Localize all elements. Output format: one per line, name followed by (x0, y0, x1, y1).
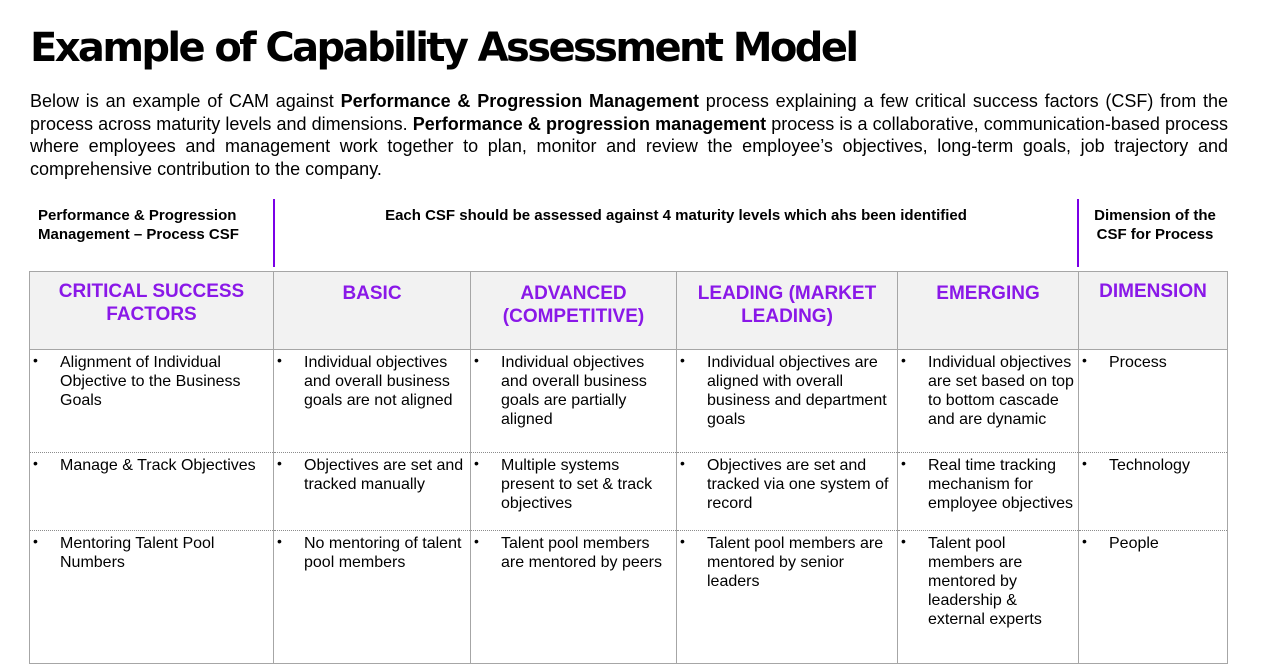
cell-leading: Objectives are set and tracked via one s… (676, 452, 898, 531)
intro-paragraph: Below is an example of CAM against Perfo… (30, 90, 1228, 180)
cell-dimension: People (1078, 530, 1228, 664)
intro-bold-1: Performance & Progression Management (340, 91, 700, 111)
header-dimension: Dimension of the CSF for Process (1094, 207, 1216, 243)
col-header-emerging: EMERGING (897, 271, 1079, 350)
col-header-leading: LEADING (MARKET LEADING) (676, 271, 898, 350)
cell-dimension: Technology (1078, 452, 1228, 531)
table-row: Manage & Track Objectives Objectives are… (29, 452, 1228, 531)
page-title: Example of Capability Assessment Model (30, 25, 859, 71)
table-header-row: CRITICAL SUCCESS FACTORS BASIC ADVANCED … (29, 271, 1228, 350)
col-header-csf: CRITICAL SUCCESS FACTORS (29, 271, 274, 350)
intro-text-2: process explaining a few critical succes… (30, 91, 1228, 134)
intro-text-1: Below is an example of CAM against (30, 91, 341, 111)
cell-advanced: Individual objectives and overall busine… (470, 349, 677, 453)
col-header-basic: BASIC (273, 271, 471, 350)
cell-csf: Manage & Track Objectives (29, 452, 274, 531)
table-row: Mentoring Talent Pool Numbers No mentori… (29, 530, 1228, 664)
cell-advanced: Talent pool members are mentored by peer… (470, 530, 677, 664)
header-maturity-levels: Each CSF should be assessed against 4 ma… (385, 207, 967, 224)
intro-text-3: process is a collaborative, communicatio… (30, 113, 1228, 179)
cell-emerging: Talent pool members are mentored by lead… (897, 530, 1079, 664)
capability-table: CRITICAL SUCCESS FACTORS BASIC ADVANCED … (29, 271, 1228, 664)
cell-csf: Mentoring Talent Pool Numbers (29, 530, 274, 664)
header-process-csf: Performance & Progression Management – P… (38, 207, 239, 243)
cell-emerging: Individual objectives are set based on t… (897, 349, 1079, 453)
cell-advanced: Multiple systems present to set & track … (470, 452, 677, 531)
col-header-dimension: DIMENSION (1078, 271, 1228, 350)
cell-emerging: Real time tracking mechanism for employe… (897, 452, 1079, 531)
table-row: Alignment of Individual Objective to the… (29, 349, 1228, 453)
cell-dimension: Process (1078, 349, 1228, 453)
col-header-advanced: ADVANCED (COMPETITIVE) (470, 271, 677, 350)
cell-leading: Talent pool members are mentored by seni… (676, 530, 898, 664)
intro-bold-2: Performance & progression management (412, 113, 767, 134)
header-divider-right (1077, 199, 1079, 267)
cell-leading: Individual objectives are aligned with o… (676, 349, 898, 453)
cell-basic: No mentoring of talent pool members (273, 530, 471, 664)
cell-csf: Alignment of Individual Objective to the… (29, 349, 274, 453)
header-divider-left (273, 199, 275, 267)
cell-basic: Objectives are set and tracked manually (273, 452, 471, 531)
cell-basic: Individual objectives and overall busine… (273, 349, 471, 453)
